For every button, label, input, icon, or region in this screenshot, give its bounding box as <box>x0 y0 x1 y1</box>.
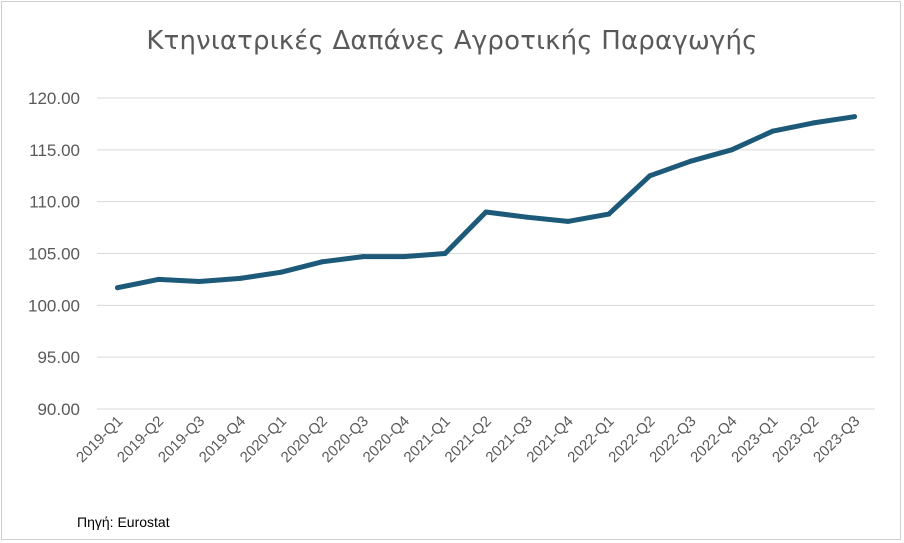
y-tick-label: 120.00 <box>28 89 80 108</box>
y-tick-label: 90.00 <box>37 400 80 419</box>
y-tick-label: 105.00 <box>28 245 80 264</box>
data-point <box>278 269 284 275</box>
chart-title: Κτηνιατρικές Δαπάνες Αγροτικής Παραγωγής <box>146 26 758 56</box>
data-point <box>647 173 653 179</box>
data-point <box>729 147 735 153</box>
data-point <box>770 128 776 134</box>
source-note: Πηγή: Eurostat <box>77 514 170 530</box>
data-point <box>401 254 407 260</box>
data-point <box>155 276 161 282</box>
data-point <box>524 214 530 220</box>
data-point <box>196 278 202 284</box>
data-point <box>811 120 817 126</box>
data-point <box>565 218 571 224</box>
series-line <box>115 114 857 291</box>
y-tick-label: 115.00 <box>29 141 80 160</box>
data-point <box>688 158 694 164</box>
y-tick-label: 95.00 <box>37 348 80 367</box>
data-point <box>114 285 120 291</box>
data-point <box>360 254 366 260</box>
data-point <box>606 211 612 217</box>
data-point <box>483 209 489 215</box>
y-tick-label: 110.00 <box>29 193 80 212</box>
data-point <box>237 275 243 281</box>
y-tick-label: 100.00 <box>28 296 80 315</box>
data-point <box>852 114 858 120</box>
data-point <box>442 251 448 256</box>
data-point <box>319 259 325 265</box>
